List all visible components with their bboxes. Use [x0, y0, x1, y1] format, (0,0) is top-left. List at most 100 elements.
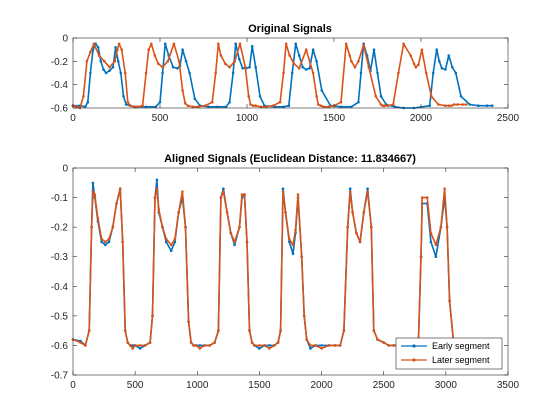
x-tick-label: 3500 — [497, 380, 520, 391]
data-point — [86, 100, 90, 104]
data-point — [111, 225, 115, 229]
data-point — [372, 329, 376, 332]
data-point — [120, 48, 123, 51]
data-point — [237, 57, 241, 61]
data-point — [107, 237, 111, 241]
data-point — [397, 71, 400, 75]
data-point — [311, 71, 315, 75]
data-point — [412, 62, 416, 65]
data-point — [147, 48, 150, 51]
data-point — [251, 104, 255, 107]
data-point — [104, 240, 107, 244]
data-point — [273, 344, 276, 347]
data-point — [184, 225, 187, 229]
y-tick-label: 0 — [62, 34, 68, 45]
data-point — [264, 105, 268, 109]
data-point — [392, 344, 396, 347]
x-tick-label: 500 — [127, 380, 144, 391]
data-point — [169, 243, 173, 247]
y-tick-label: -0.5 — [51, 311, 69, 322]
data-point — [253, 344, 256, 347]
data-point — [314, 344, 317, 347]
data-point — [126, 341, 129, 344]
data-point — [348, 187, 352, 190]
data-point — [276, 341, 280, 344]
data-point — [451, 65, 454, 69]
data-point — [233, 243, 236, 247]
data-point — [219, 196, 223, 199]
data-point — [122, 95, 125, 98]
x-tick-label: 0 — [70, 113, 76, 124]
data-point — [82, 95, 85, 98]
data-point — [339, 100, 343, 104]
series-group-aligned — [71, 178, 460, 350]
data-point — [164, 237, 168, 241]
data-point — [366, 187, 369, 190]
data-point — [153, 54, 157, 57]
data-point — [327, 105, 331, 109]
data-point — [250, 341, 254, 344]
data-point — [477, 104, 480, 107]
data-point — [258, 347, 261, 350]
y-tick-label: -0.2 — [51, 57, 69, 68]
data-point — [148, 341, 152, 344]
data-point — [381, 104, 385, 107]
data-point — [456, 103, 459, 106]
data-point — [258, 344, 261, 347]
data-point — [228, 100, 231, 104]
data-point — [372, 48, 376, 51]
data-point — [210, 100, 214, 104]
data-point — [447, 54, 451, 57]
data-point — [91, 190, 95, 193]
x-tick-label: 1500 — [248, 380, 271, 391]
data-point — [464, 103, 468, 106]
data-point — [350, 105, 353, 109]
data-point — [419, 255, 423, 258]
data-point — [143, 344, 147, 347]
data-point — [213, 341, 216, 344]
data-point — [84, 344, 87, 347]
data-point — [157, 62, 160, 65]
legend-box — [395, 337, 503, 370]
data-point — [417, 63, 420, 67]
data-point — [245, 240, 249, 244]
data-point — [282, 105, 285, 109]
data-point — [366, 190, 369, 193]
data-point — [107, 240, 111, 244]
y-tick-label: -0.4 — [51, 282, 69, 293]
data-point — [184, 60, 188, 63]
data-point — [238, 42, 242, 46]
data-point — [191, 105, 195, 109]
data-point — [99, 60, 103, 63]
data-point — [89, 71, 92, 75]
data-point — [271, 104, 275, 107]
data-point — [278, 100, 282, 104]
data-point — [382, 341, 386, 344]
data-point — [192, 344, 195, 347]
data-point — [121, 240, 124, 244]
data-point — [138, 344, 142, 347]
data-point — [437, 103, 440, 106]
data-point — [459, 95, 463, 98]
data-point — [367, 65, 371, 69]
data-point — [300, 255, 304, 258]
data-point — [297, 67, 301, 70]
x-tick-label: 2500 — [373, 380, 396, 391]
data-point — [315, 60, 318, 63]
data-point — [169, 249, 173, 253]
data-point — [219, 54, 223, 57]
data-point — [296, 193, 300, 196]
data-point — [301, 65, 305, 69]
data-point — [431, 71, 435, 75]
data-point — [338, 344, 342, 347]
data-point — [243, 193, 246, 196]
data-point — [177, 60, 181, 63]
y-tick-label: -0.1 — [51, 193, 69, 204]
data-point — [302, 314, 306, 318]
data-point — [208, 344, 211, 347]
data-point — [357, 60, 360, 63]
data-point — [100, 240, 103, 244]
data-point — [281, 190, 285, 193]
data-point — [402, 42, 405, 46]
